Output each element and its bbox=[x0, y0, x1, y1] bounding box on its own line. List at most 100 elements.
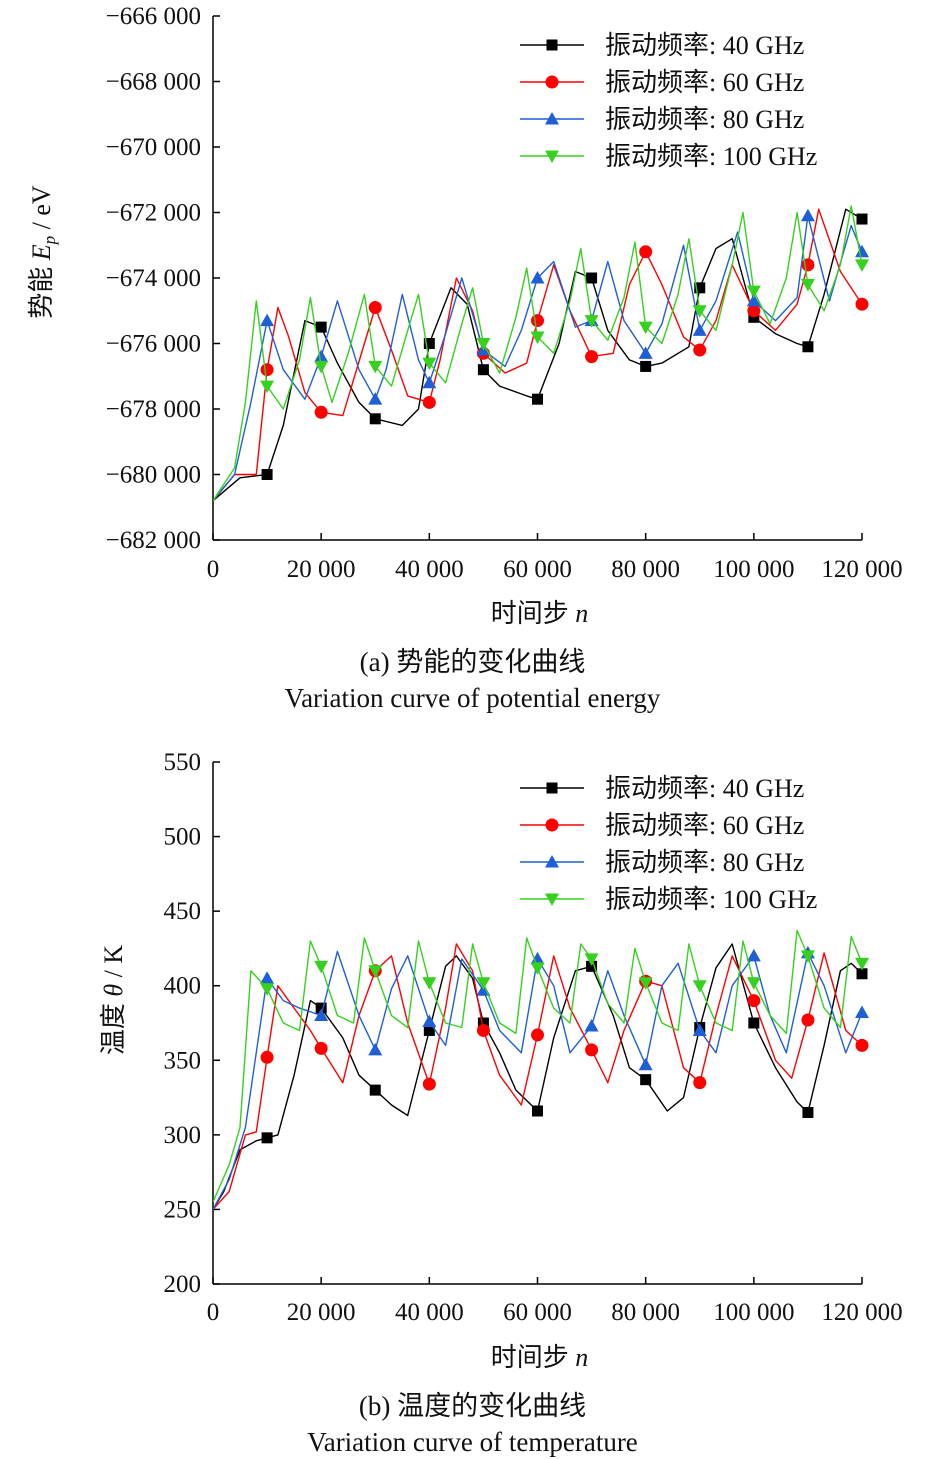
legend-label-1: 振动频率: 40 GHz bbox=[605, 774, 804, 803]
series-1-point bbox=[369, 413, 381, 425]
x-tick-label: 20 000 bbox=[287, 556, 356, 583]
series-3-point bbox=[260, 971, 275, 984]
legend-label-2: 振动频率: 60 GHz bbox=[605, 811, 804, 840]
legend-label-2: 振动频率: 60 GHz bbox=[605, 68, 804, 97]
series-4-point bbox=[260, 983, 275, 996]
series-line-3 bbox=[213, 950, 863, 1210]
series-1-point bbox=[315, 1002, 327, 1014]
series-1-point bbox=[640, 1074, 652, 1086]
series-2-point bbox=[531, 1028, 544, 1042]
series-3-point bbox=[746, 293, 761, 307]
series-line-2 bbox=[213, 943, 863, 1210]
legend-marker-4 bbox=[545, 893, 559, 906]
y-tick-label: −680 000 bbox=[106, 462, 201, 489]
series-2-point bbox=[747, 304, 761, 318]
legend-marker-2 bbox=[545, 75, 559, 89]
legend-label-3: 振动频率: 80 GHz bbox=[605, 848, 804, 877]
x-tick-label: 40 000 bbox=[395, 1299, 464, 1326]
x-tick-label: 120 000 bbox=[821, 556, 902, 583]
series-3-point bbox=[692, 1023, 707, 1036]
plot-area bbox=[213, 929, 869, 1210]
series-3-point bbox=[530, 951, 545, 965]
series-2-point bbox=[855, 297, 869, 311]
legend-label-3: 振动频率: 80 GHz bbox=[605, 105, 804, 134]
series-4-point bbox=[692, 305, 707, 318]
x-axis-label-var: n bbox=[575, 599, 588, 628]
series-1-point bbox=[477, 1017, 489, 1029]
series-4-point bbox=[314, 360, 329, 374]
y-tick-label: 350 bbox=[164, 1047, 202, 1074]
series-1-point bbox=[802, 341, 814, 353]
series-1-point bbox=[477, 364, 489, 376]
y-axis-label-var: E bbox=[27, 244, 56, 261]
series-4-point bbox=[638, 321, 653, 335]
series-3-point bbox=[530, 271, 545, 284]
caption-a-english: Variation curve of potential energy bbox=[284, 683, 661, 713]
series-2-point bbox=[422, 1077, 436, 1091]
y-axis-label-unit: / K bbox=[99, 945, 128, 984]
series-4-point bbox=[692, 980, 707, 993]
series-2-point bbox=[585, 1043, 599, 1057]
y-tick-label: 300 bbox=[164, 1122, 202, 1149]
plot-area bbox=[213, 205, 869, 502]
series-4-point bbox=[746, 285, 761, 299]
series-2-point bbox=[855, 1038, 869, 1052]
x-tick-label: 60 000 bbox=[503, 1299, 572, 1326]
legend-label-4: 振动频率: 100 GHz bbox=[605, 142, 817, 171]
series-2-point bbox=[693, 1076, 707, 1090]
y-tick-label: −676 000 bbox=[106, 331, 201, 358]
series-1-point bbox=[261, 469, 273, 480]
x-axis-label-var: n bbox=[575, 1343, 588, 1372]
y-axis-label: 势能 Ep / eV bbox=[27, 185, 59, 319]
series-3-point bbox=[314, 349, 329, 363]
chart-panel-b: 200 250 300 350 400 450 500 550 0 20 000 40 000 60 … bbox=[99, 749, 903, 1372]
y-tick-label: −674 000 bbox=[106, 265, 201, 292]
series-4-point bbox=[368, 965, 383, 978]
legend-marker-1 bbox=[546, 39, 558, 51]
series-1-point bbox=[586, 272, 598, 284]
series-3-point bbox=[584, 1018, 599, 1032]
x-tick-label: 80 000 bbox=[611, 1299, 680, 1326]
series-3-point bbox=[422, 1014, 437, 1028]
y-tick-label: −682 000 bbox=[106, 527, 201, 554]
series-1-point bbox=[748, 1017, 760, 1029]
legend-label-4: 振动频率: 100 GHz bbox=[605, 885, 817, 914]
series-3-point bbox=[638, 346, 653, 359]
series-1-point bbox=[369, 1084, 381, 1096]
y-tick-label: −666 000 bbox=[106, 3, 201, 30]
series-4-point bbox=[476, 977, 491, 990]
series-1-point bbox=[748, 311, 760, 323]
series-3-point bbox=[260, 313, 275, 327]
y-tick-label: 450 bbox=[164, 898, 202, 925]
x-tick-label: 60 000 bbox=[503, 556, 572, 583]
legend-marker-1 bbox=[546, 782, 558, 794]
series-4-point bbox=[314, 960, 329, 974]
x-tick-label: 0 bbox=[207, 556, 220, 583]
series-1-point bbox=[315, 321, 327, 333]
legend-marker-4 bbox=[545, 150, 559, 163]
x-tick-label: 20 000 bbox=[287, 1299, 356, 1326]
x-axis-label: 时间步 n bbox=[491, 1343, 589, 1372]
y-axis-label-sub: p bbox=[40, 236, 59, 246]
series-2-point bbox=[801, 1013, 815, 1027]
series-2-point bbox=[585, 350, 599, 364]
y-axis-label: 温度 θ / K bbox=[99, 945, 128, 1056]
x-axis-label-text: 时间步 bbox=[491, 599, 576, 628]
y-axis-label-text: 势能 bbox=[27, 260, 56, 319]
series-2-point bbox=[693, 343, 707, 357]
series-3-point bbox=[692, 323, 707, 336]
series-3-point bbox=[368, 1042, 383, 1056]
caption-b-chinese: (b) 温度的变化曲线 bbox=[358, 1391, 587, 1421]
series-2-point bbox=[260, 363, 274, 377]
y-tick-label: 200 bbox=[164, 1271, 202, 1298]
series-4-point bbox=[584, 315, 599, 328]
series-4-point bbox=[422, 357, 437, 371]
series-2-point bbox=[314, 405, 328, 419]
y-tick-label: 550 bbox=[164, 749, 202, 776]
legend-marker-3 bbox=[545, 112, 559, 125]
series-1-point bbox=[856, 213, 868, 225]
series-4-point bbox=[855, 957, 869, 971]
y-axis-label-var: θ bbox=[99, 984, 128, 997]
y-tick-label: −678 000 bbox=[106, 396, 201, 423]
series-3-point bbox=[368, 392, 383, 405]
